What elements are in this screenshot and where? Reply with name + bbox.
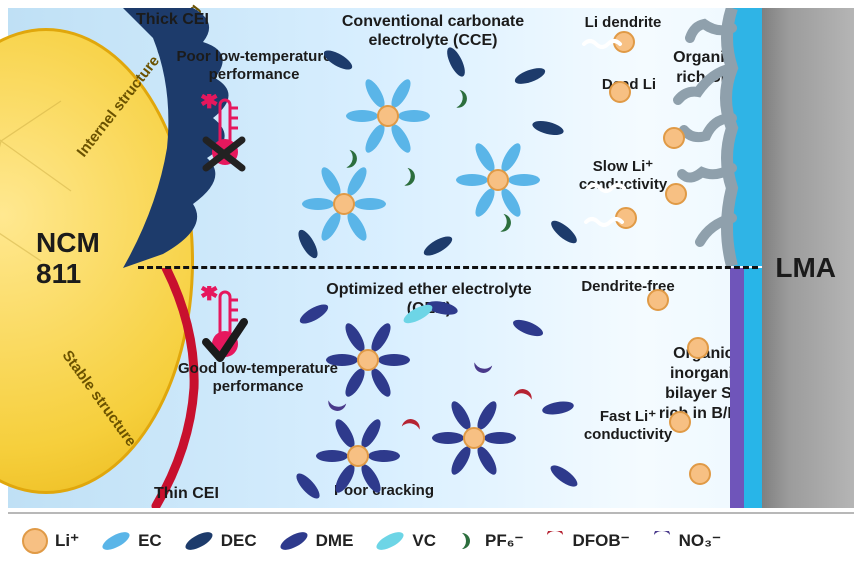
legend-li-label: Li⁺	[55, 531, 79, 551]
legend-vc: VC	[375, 531, 436, 551]
legend-dme: DME	[279, 531, 354, 551]
figure-root: LMA Organic-rich SEI Organic-inorganic b…	[0, 0, 862, 574]
dec-icon	[183, 529, 215, 554]
legend-no3: NO₃⁻	[652, 531, 721, 551]
legend-dme-label: DME	[316, 531, 354, 551]
legend-dfob-label: DFOB⁻	[572, 531, 629, 551]
legend-no3-label: NO₃⁻	[679, 531, 721, 551]
legend-pf6: PF₆⁻	[458, 531, 523, 551]
pf6-icon	[458, 531, 478, 551]
li-ion-icon	[22, 528, 48, 554]
dfob-icon	[545, 531, 565, 551]
main-panel: LMA Organic-rich SEI Organic-inorganic b…	[8, 8, 854, 508]
legend-li: Li⁺	[22, 528, 79, 554]
no3-icon	[652, 531, 672, 551]
legend-vc-label: VC	[412, 531, 436, 551]
ec-icon	[100, 529, 132, 554]
molecule-layer	[8, 8, 854, 508]
legend-pf6-label: PF₆⁻	[485, 531, 523, 551]
legend-ec: EC	[101, 531, 162, 551]
dme-icon	[278, 529, 310, 554]
legend-dec-label: DEC	[221, 531, 257, 551]
legend: Li⁺ EC DEC DME VC PF₆⁻ DFOB⁻ NO₃⁻	[8, 512, 854, 568]
vc-icon	[374, 529, 406, 554]
legend-dfob: DFOB⁻	[545, 531, 629, 551]
legend-dec: DEC	[184, 531, 257, 551]
legend-ec-label: EC	[138, 531, 162, 551]
